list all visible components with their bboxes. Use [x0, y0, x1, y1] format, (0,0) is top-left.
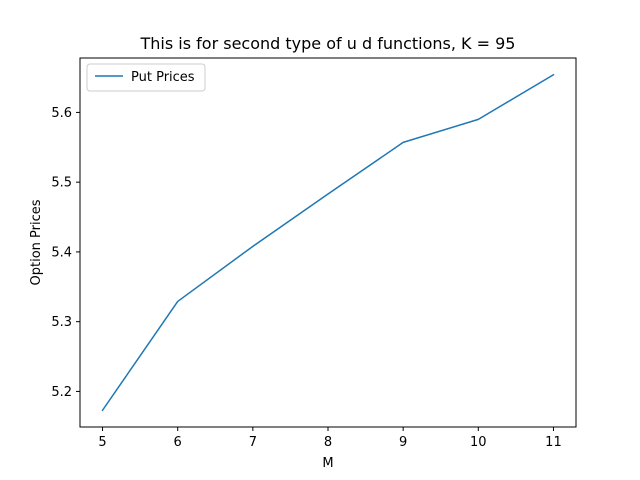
x-tick-label: 5	[98, 435, 106, 450]
x-axis-label: M	[322, 456, 333, 471]
x-tick-label: 8	[324, 435, 332, 450]
legend: Put Prices	[86, 63, 206, 92]
x-tick-label: 9	[399, 435, 407, 450]
y-axis: 5.2 5.3 5.4 5.5 5.6	[51, 106, 80, 400]
x-axis: 5 6 7 8 9 10 11	[98, 427, 562, 450]
y-tick-label: 5.3	[51, 315, 72, 330]
legend-box	[86, 63, 206, 92]
x-tick-label: 6	[174, 435, 182, 450]
plot-area	[101, 73, 555, 412]
x-tick-label: 7	[249, 435, 257, 450]
legend-label-put-prices: Put Prices	[131, 70, 195, 85]
y-tick-label: 5.6	[51, 106, 72, 121]
series-line-put-prices	[101, 73, 555, 412]
y-tick-label: 5.5	[51, 176, 72, 191]
axes-frame	[79, 57, 577, 428]
y-axis-label: Option Prices	[29, 199, 44, 285]
x-tick-label: 11	[545, 435, 562, 450]
y-tick-label: 5.4	[51, 245, 72, 260]
chart-title: This is for second type of u d functions…	[140, 34, 516, 53]
y-tick-label: 5.2	[51, 385, 72, 400]
x-tick-label: 10	[470, 435, 487, 450]
